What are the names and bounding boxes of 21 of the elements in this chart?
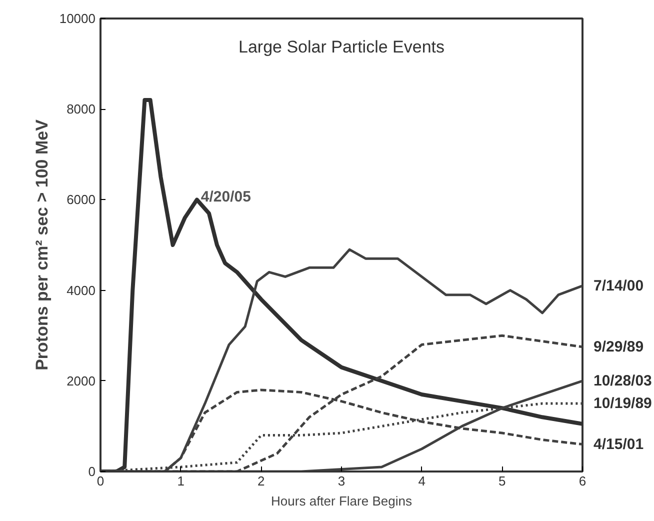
text: Large Solar Particle Events (238, 38, 445, 56)
x-axis-title: Hours after Flare Begins (271, 494, 412, 508)
y-tick-label: 0 (88, 464, 96, 479)
x-tick-label: 3 (338, 474, 346, 488)
y-tick-label: 8000 (66, 102, 96, 117)
y-tick-label: 4000 (66, 282, 96, 298)
x-tick-label: 5 (498, 474, 506, 488)
y-tick-label: 10000 (59, 11, 96, 26)
series-label: 10/28/03 (594, 372, 652, 390)
x-tick-label: 2 (258, 474, 265, 488)
annotation: 4/20/05 (200, 188, 251, 206)
series-label: 10/19/89 (594, 395, 652, 412)
x-tick-label: 4 (418, 474, 426, 488)
series-label: 9/29/89 (594, 338, 644, 356)
y-tick-label: 6000 (66, 192, 96, 208)
y-tick-label: 2000 (66, 373, 96, 388)
x-tick-label: 6 (578, 474, 586, 488)
series-label: 4/15/01 (594, 436, 644, 453)
y-axis-title: Protons per cm² sec > 100 MeV (32, 118, 52, 370)
series-label: 7/14/00 (594, 277, 644, 294)
x-tick-label: 1 (177, 474, 184, 488)
